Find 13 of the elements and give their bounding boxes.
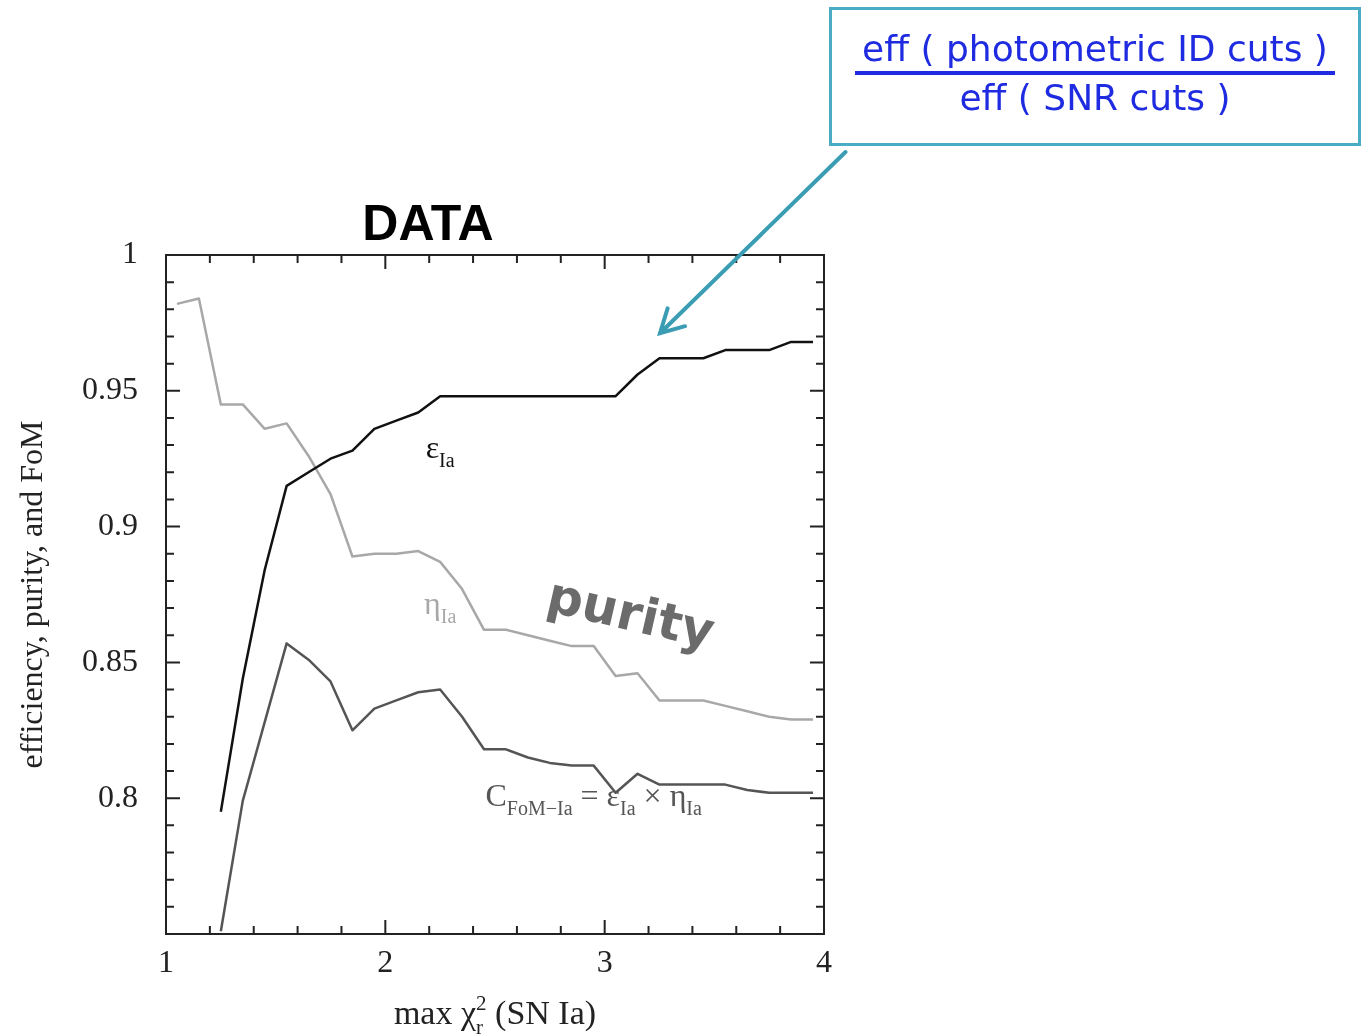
y-tick-label: 1 bbox=[122, 234, 138, 271]
y-axis-title: efficiency, purity, and FoM bbox=[13, 420, 49, 769]
text: eff ( photometric ID cuts ) eff ( SNR cuts ) bbox=[861, 28, 1329, 118]
x-tick-label: 2 bbox=[377, 942, 394, 979]
y-tick-label: 0.9 bbox=[98, 506, 138, 543]
x-tick-label: 1 bbox=[158, 942, 174, 979]
x-tick-label: 3 bbox=[596, 942, 613, 979]
x-tick-label: 4 bbox=[816, 942, 832, 979]
chart-title: DATA bbox=[362, 195, 494, 251]
annotation: purity bbox=[541, 565, 721, 661]
y-tick-label: 0.8 bbox=[98, 777, 138, 814]
y-tick-label: 0.95 bbox=[82, 370, 138, 407]
y-tick-label: 0.85 bbox=[82, 641, 138, 678]
